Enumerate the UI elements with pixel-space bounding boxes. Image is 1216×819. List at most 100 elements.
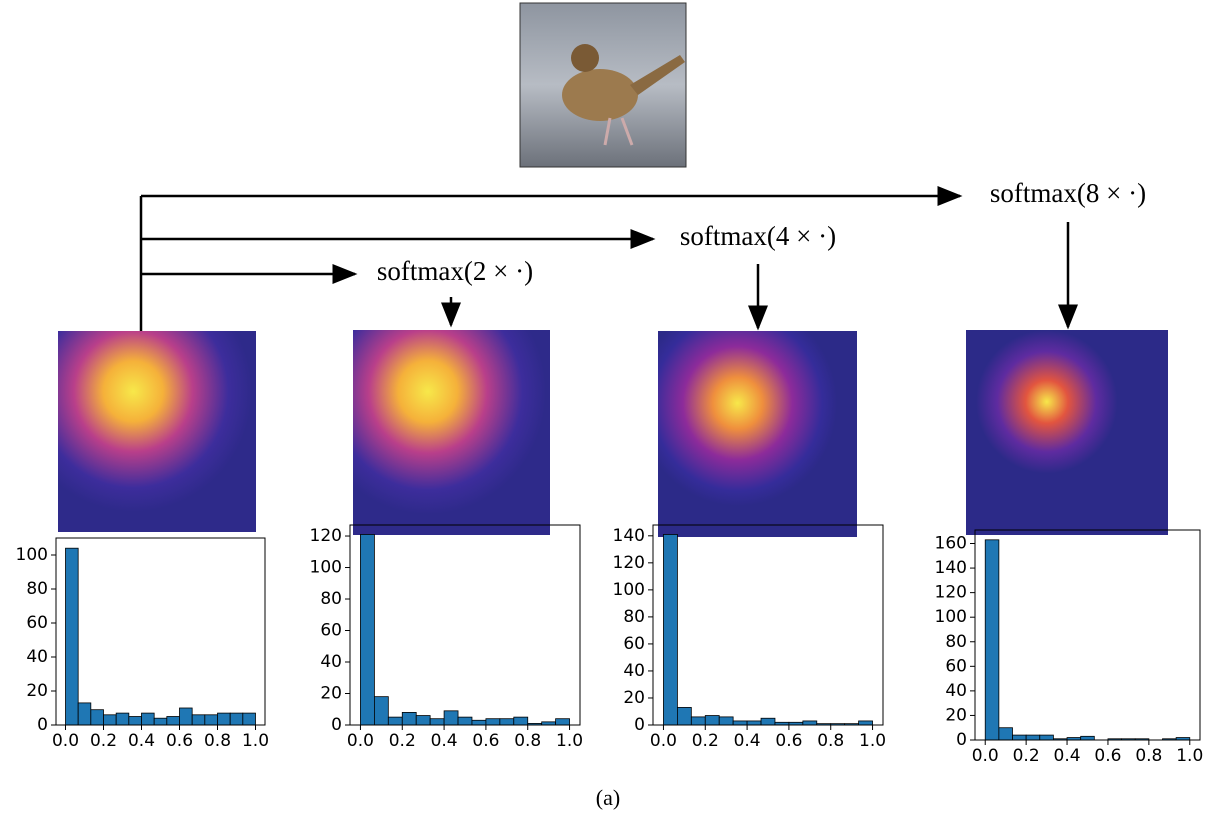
y-tick-label: 100 <box>613 580 645 600</box>
softmax-label: softmax(8 × ·) <box>990 178 1146 208</box>
y-tick-label: 80 <box>623 607 645 627</box>
y-tick-label: 140 <box>935 558 967 578</box>
plot-frame <box>975 530 1200 740</box>
bar <box>205 715 218 725</box>
bar <box>1012 735 1026 740</box>
x-tick-label: 0.2 <box>389 731 416 751</box>
x-tick-label: 0.6 <box>166 731 193 751</box>
caption: (a) <box>596 785 620 810</box>
y-tick-label: 140 <box>613 526 645 546</box>
bar <box>360 534 374 725</box>
bar <box>230 713 243 725</box>
bar <box>472 720 486 725</box>
x-tick-label: 0.2 <box>692 731 719 751</box>
bar <box>218 713 231 725</box>
bar <box>514 717 528 725</box>
bar <box>116 713 129 725</box>
x-tick-label: 0.2 <box>1013 746 1040 766</box>
y-tick-label: 40 <box>623 661 645 681</box>
bar <box>416 716 430 725</box>
y-tick-label: 20 <box>26 681 48 701</box>
y-tick-label: 80 <box>945 632 967 652</box>
bar <box>66 548 79 725</box>
y-tick-label: 120 <box>935 583 967 603</box>
bar <box>129 717 142 726</box>
bar <box>78 703 91 725</box>
bar <box>556 719 570 725</box>
plot-frame <box>653 525 883 725</box>
x-tick-label: 1.0 <box>1176 746 1203 766</box>
x-tick-label: 0.0 <box>347 731 374 751</box>
x-tick-label: 1.0 <box>556 731 583 751</box>
bar <box>985 540 999 740</box>
bar <box>104 715 117 725</box>
bar <box>803 721 817 725</box>
bar <box>1081 736 1095 740</box>
x-tick-label: 0.0 <box>52 731 79 751</box>
bar <box>663 534 677 725</box>
bar <box>430 719 444 725</box>
x-tick-label: 0.4 <box>734 731 761 751</box>
y-tick-label: 80 <box>26 579 48 599</box>
bar <box>154 718 167 725</box>
bar <box>180 708 193 725</box>
bar <box>859 721 873 725</box>
bar <box>1040 735 1054 740</box>
y-tick-label: 60 <box>320 621 342 641</box>
x-tick-label: 0.6 <box>1094 746 1121 766</box>
bar <box>142 713 155 725</box>
y-tick-label: 100 <box>935 607 967 627</box>
y-tick-label: 20 <box>623 688 645 708</box>
bar <box>747 721 761 725</box>
x-tick-label: 0.2 <box>90 731 117 751</box>
bar <box>1026 735 1040 740</box>
y-tick-label: 40 <box>320 652 342 672</box>
y-tick-label: 40 <box>26 647 48 667</box>
x-tick-label: 0.4 <box>431 731 458 751</box>
y-tick-label: 0 <box>956 730 967 750</box>
x-tick-label: 0.0 <box>650 731 677 751</box>
bar <box>719 717 733 725</box>
bar <box>677 707 691 725</box>
y-tick-label: 0 <box>331 715 342 735</box>
bar <box>999 728 1013 740</box>
bar <box>761 718 775 725</box>
plot-frame <box>350 525 580 725</box>
y-tick-label: 80 <box>320 589 342 609</box>
y-tick-label: 0 <box>37 715 48 735</box>
y-tick-label: 60 <box>945 656 967 676</box>
x-tick-label: 0.6 <box>775 731 802 751</box>
figure: softmax(2 × ·) softmax(4 × ·) softmax(8 … <box>0 0 1216 819</box>
arrows <box>141 196 1068 331</box>
x-tick-label: 0.8 <box>817 731 844 751</box>
y-tick-label: 100 <box>310 558 342 578</box>
x-tick-label: 1.0 <box>859 731 886 751</box>
bar <box>733 721 747 725</box>
y-tick-label: 60 <box>26 613 48 633</box>
bar <box>91 710 104 725</box>
bar <box>192 715 205 725</box>
y-tick-label: 100 <box>16 545 48 565</box>
heatmap <box>58 330 1168 537</box>
x-tick-label: 1.0 <box>242 731 269 751</box>
x-tick-label: 0.8 <box>204 731 231 751</box>
bar <box>458 717 472 725</box>
y-tick-label: 0 <box>634 715 645 735</box>
bar <box>691 717 705 725</box>
softmax-label: softmax(4 × ·) <box>680 221 836 251</box>
y-tick-label: 60 <box>623 634 645 654</box>
x-tick-label: 0.8 <box>514 731 541 751</box>
y-tick-label: 20 <box>945 705 967 725</box>
bar <box>167 717 180 726</box>
x-tick-label: 0.4 <box>128 731 155 751</box>
y-tick-label: 120 <box>310 526 342 546</box>
softmax-label: softmax(2 × ·) <box>377 256 533 286</box>
bar <box>444 711 458 725</box>
y-tick-label: 20 <box>320 684 342 704</box>
x-tick-label: 0.8 <box>1135 746 1162 766</box>
x-tick-label: 0.6 <box>472 731 499 751</box>
y-tick-label: 120 <box>613 553 645 573</box>
x-tick-label: 0.4 <box>1054 746 1081 766</box>
bar <box>388 717 402 725</box>
bar <box>486 719 500 725</box>
